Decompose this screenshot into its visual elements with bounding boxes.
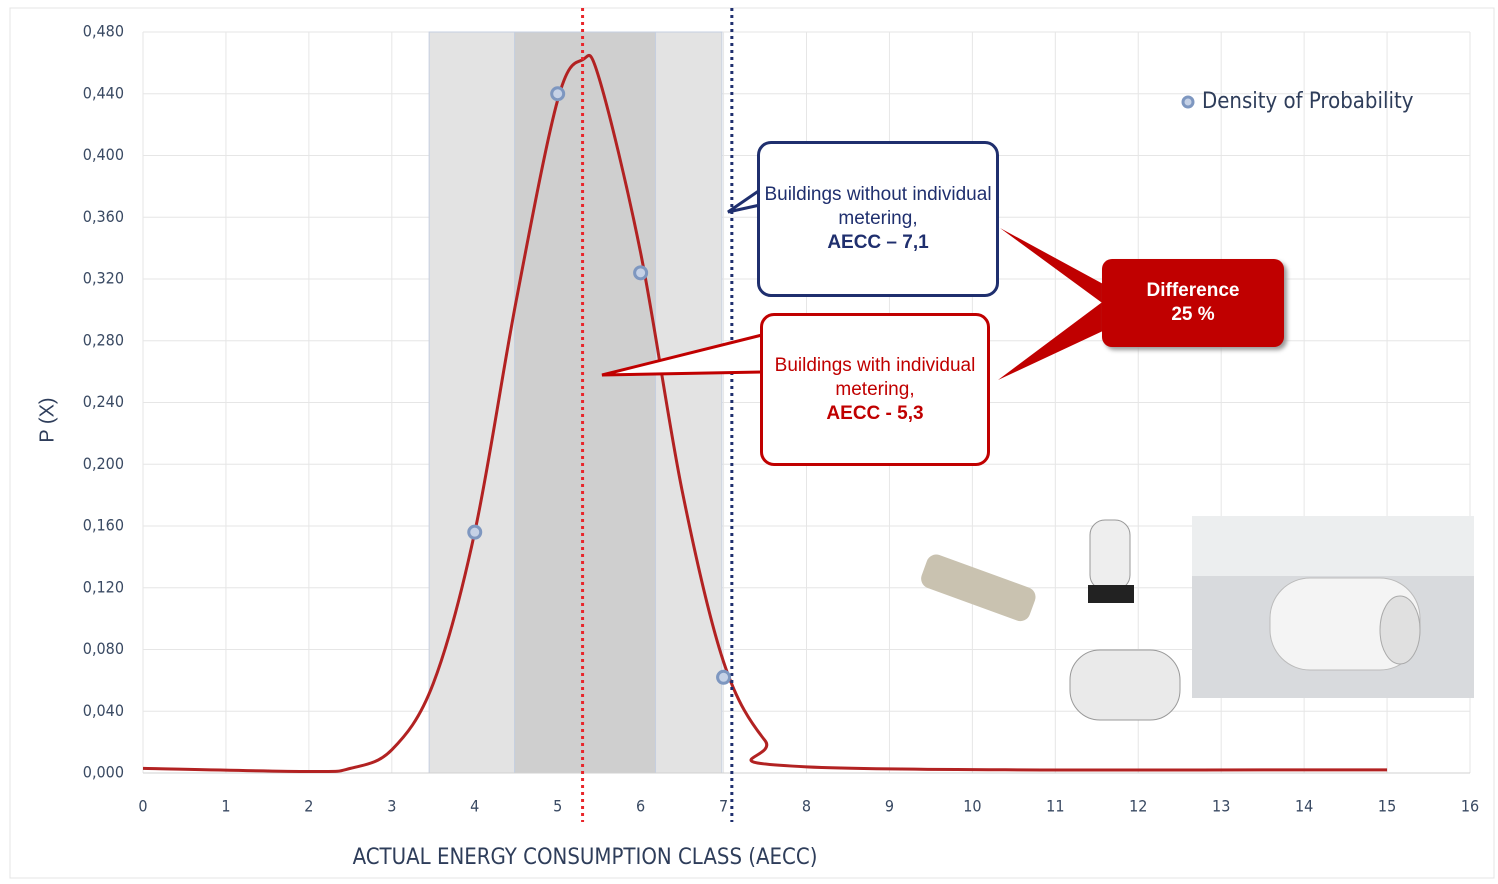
y-tick-label: 0,040	[83, 701, 124, 720]
x-tick-label: 16	[1461, 797, 1479, 816]
x-tick-label: 10	[963, 797, 981, 816]
callout-text: Buildings with individual metering,	[763, 354, 987, 402]
x-tick-label: 13	[1212, 797, 1230, 816]
y-tick-label: 0,000	[83, 763, 124, 782]
chart-border	[10, 8, 1494, 878]
difference-title: Difference	[1102, 279, 1284, 303]
x-tick-label: 7	[719, 797, 728, 816]
callout-pointer	[728, 190, 760, 212]
callout-bold: AECC - 5,3	[763, 402, 987, 426]
legend-label: Density of Probability	[1202, 89, 1414, 114]
difference-value: 25 %	[1102, 303, 1284, 327]
callout-pointer	[998, 228, 1105, 380]
y-tick-label: 0,280	[83, 330, 124, 349]
callout-bold: AECC – 7,1	[760, 231, 996, 255]
y-tick-label: 0,200	[83, 454, 124, 473]
x-axis-title: ACTUAL ENERGY CONSUMPTION CLASS (AECC)	[353, 845, 818, 870]
x-tick-label: 6	[636, 797, 645, 816]
data-point	[718, 671, 730, 683]
legend-marker	[1183, 97, 1193, 107]
y-tick-label: 0,120	[83, 577, 124, 596]
x-tick-label: 8	[802, 797, 811, 816]
radiator-photos	[918, 516, 1474, 720]
y-axis-title: P (X)	[36, 397, 58, 442]
y-tick-label: 0,480	[83, 22, 124, 41]
callout-without: Buildings without individual metering, A…	[757, 141, 999, 297]
y-tick-label: 0,400	[83, 145, 124, 164]
x-tick-label: 0	[138, 797, 147, 816]
x-tick-label: 11	[1046, 797, 1064, 816]
x-tick-label: 3	[387, 797, 396, 816]
x-tick-label: 9	[885, 797, 894, 816]
x-tick-label: 5	[553, 797, 562, 816]
callout-difference: Difference 25 %	[1102, 259, 1284, 347]
x-tick-label: 1	[221, 797, 230, 816]
page: {"chart_data": {"type": "scatter", "x_la…	[0, 0, 1498, 884]
y-tick-label: 0,240	[83, 392, 124, 411]
y-tick-label: 0,080	[83, 639, 124, 658]
chart: ACTUAL ENERGY CONSUMPTION CLASS (AECC) P…	[0, 0, 1498, 884]
x-tick-label: 14	[1295, 797, 1313, 816]
y-tick-label: 0,360	[83, 207, 124, 226]
data-point	[552, 88, 564, 100]
x-tick-label: 12	[1129, 797, 1147, 816]
y-tick-label: 0,440	[83, 83, 124, 102]
callout-text: Buildings without individual metering,	[760, 183, 996, 231]
y-tick-label: 0,160	[83, 516, 124, 535]
band	[515, 32, 656, 773]
x-tick-label: 15	[1378, 797, 1396, 816]
data-point	[469, 526, 481, 538]
x-tick-label: 4	[470, 797, 479, 816]
x-tick-label: 2	[304, 797, 313, 816]
data-point	[635, 267, 647, 279]
y-tick-label: 0,320	[83, 269, 124, 288]
callout-with: Buildings with individual metering, AECC…	[760, 313, 990, 466]
